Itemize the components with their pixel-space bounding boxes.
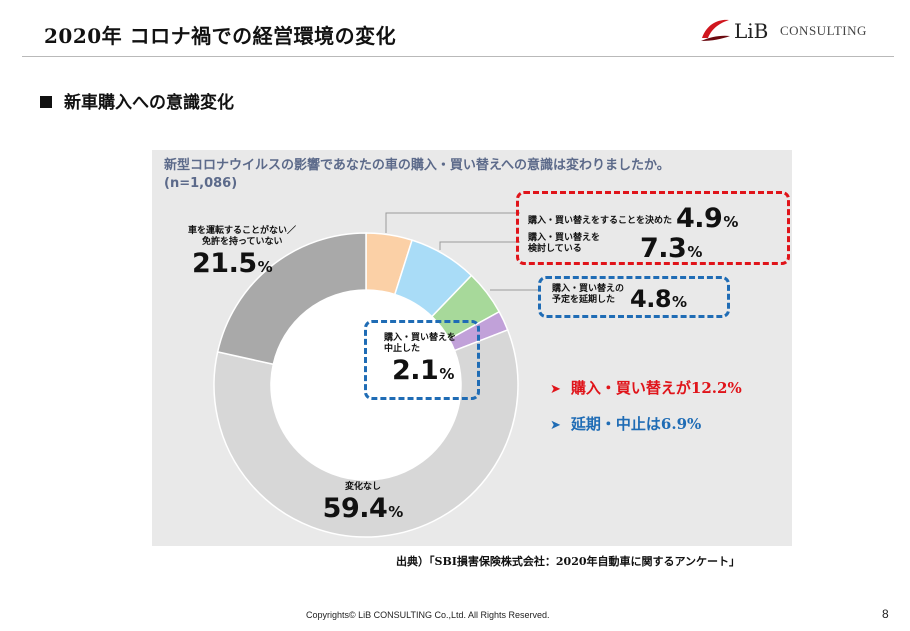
slice-label-postponed: 購入・買い替えの 予定を延期した 4.8%	[552, 284, 687, 313]
callout-postpone-cancel: ➤ 延期・中止は6.9%	[550, 413, 701, 434]
slice-unit: %	[257, 258, 273, 276]
title-divider	[22, 56, 894, 57]
slide-title: 2020年 コロナ禍での経営環境の変化	[44, 24, 397, 48]
leader-line-considering	[439, 241, 520, 250]
slice-label-text: 車を運転することがない／	[188, 226, 297, 236]
slice-unit: %	[687, 243, 703, 261]
chart-title: 新型コロナウイルスの影響であなたの車の購入・買い替えへの意識は変わりましたか。	[164, 158, 670, 173]
leader-line-decided	[385, 212, 520, 233]
callout-text: 延期・中止は6.9%	[570, 415, 702, 433]
slice-label-text: 変化なし	[344, 482, 381, 492]
slice-value: 7.3	[640, 233, 687, 264]
slice-label-text: 免許を持っていない	[202, 237, 283, 247]
slice-unit: %	[439, 365, 455, 383]
chart-subtitle: (n=1,086)	[164, 176, 238, 191]
slice-value: 59.4	[322, 493, 388, 524]
arrow-right-icon: ➤	[550, 418, 561, 433]
slice-label-text: 購入・買い替えをすることを決めた	[528, 216, 673, 226]
square-bullet-icon	[40, 96, 52, 108]
slice-label-considering: 購入・買い替えを 検討している 7.3%	[528, 233, 702, 264]
slice-value: 4.9	[676, 203, 723, 234]
highlight-box-purchase	[516, 191, 790, 265]
callout-text: 購入・買い替えが12.2%	[570, 379, 742, 397]
section-title: 新車購入への意識変化	[64, 93, 234, 113]
copyright: Copyrights© LiB CONSULTING Co.,Ltd. All …	[306, 610, 550, 620]
slice-label-text: 予定を延期した	[552, 295, 616, 305]
slice-label-cancelled: 購入・買い替えを 中止した 2.1%	[384, 333, 456, 386]
chart-question: 新型コロナウイルスの影響であなたの車の購入・買い替えへの意識は変わりましたか。 …	[164, 157, 670, 193]
callout-purchase: ➤ 購入・買い替えが12.2%	[550, 377, 742, 398]
slice-unit: %	[723, 213, 739, 231]
highlight-box-postpone	[538, 276, 730, 318]
slice-unit: %	[388, 503, 404, 521]
section-heading: 新車購入への意識変化	[40, 88, 234, 113]
logo-mark-icon	[701, 19, 730, 41]
slice-label-text: 購入・買い替えの	[552, 284, 625, 294]
logo-text: LiB	[734, 19, 769, 43]
arrow-right-icon: ➤	[550, 382, 561, 397]
slice-unit: %	[672, 293, 688, 311]
slice-value: 2.1	[392, 355, 439, 386]
slice-value: 4.8	[630, 285, 672, 313]
source-citation: 出典）「SBI損害保険株式会社：2020年自動車に関するアンケート」	[396, 555, 741, 568]
slice-label-text: 購入・買い替えを	[384, 333, 457, 343]
highlight-box-cancel	[364, 320, 480, 400]
slice-label-text: 検討している	[528, 244, 582, 254]
logo-subtext: CONSULTING	[780, 23, 867, 38]
slice-label-text: 購入・買い替えを	[528, 233, 601, 243]
page-number: 8	[882, 607, 889, 621]
slice-label-no-driving: 車を運転することがない／ 免許を持っていない 21.5%	[188, 226, 296, 279]
slice-label-no-change: 変化なし 59.4%	[318, 482, 408, 524]
slice-label-decided: 購入・買い替えをすることを決めた 4.9%	[528, 203, 738, 234]
company-logo: LiB CONSULTING	[698, 16, 888, 46]
slice-label-text: 中止した	[384, 344, 421, 354]
slice-value: 21.5	[192, 248, 257, 279]
